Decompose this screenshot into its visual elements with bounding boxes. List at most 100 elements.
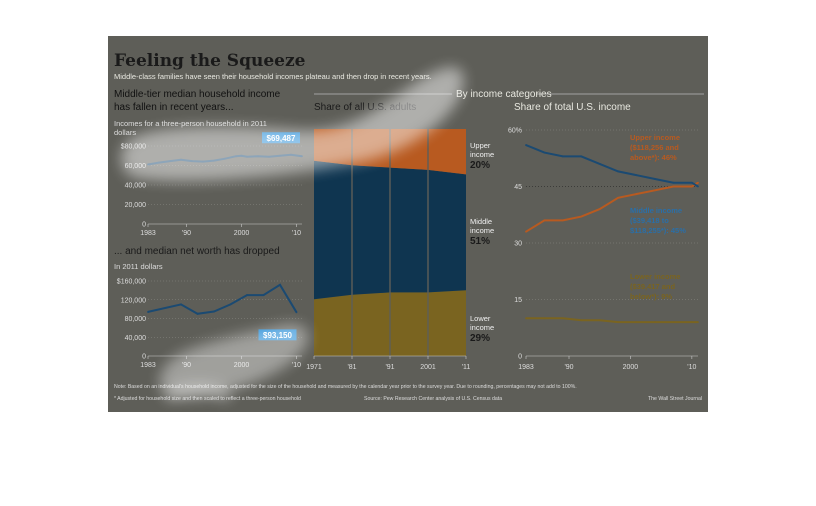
series-label: below*): 9% xyxy=(630,292,672,301)
data-point xyxy=(635,321,638,323)
data-point xyxy=(617,170,620,173)
chart-title: Share of all U.S. adults xyxy=(314,102,416,113)
x-tick-label: 1983 xyxy=(518,364,534,371)
series-label: ($39,417 and xyxy=(630,282,675,291)
y-tick-label: 80,000 xyxy=(125,316,147,323)
x-tick-label: 2000 xyxy=(234,230,250,237)
x-tick-label: '10 xyxy=(292,362,301,369)
data-point xyxy=(635,174,638,177)
data-point xyxy=(654,321,656,323)
data-point xyxy=(196,312,199,315)
x-tick-label: '81 xyxy=(347,364,356,371)
data-point xyxy=(617,196,620,199)
data-point xyxy=(580,215,583,218)
infographic-svg: Feeling the Squeeze Middle-class familie… xyxy=(114,51,704,402)
footer-note: Note: Based on an individual's household… xyxy=(114,384,577,390)
data-point xyxy=(672,321,675,323)
highlight-glow xyxy=(121,67,464,402)
series-label: ($118,256 and xyxy=(630,143,679,152)
data-point xyxy=(561,219,564,222)
data-point xyxy=(525,230,527,233)
data-point xyxy=(543,219,546,222)
y-tick-label: 0 xyxy=(518,354,522,361)
data-point xyxy=(598,319,601,322)
y-tick-label: 15 xyxy=(514,297,522,304)
data-point xyxy=(279,283,281,286)
x-tick-label: 1983 xyxy=(140,230,156,237)
series-line xyxy=(147,283,298,315)
chart-title: ... and median net worth has dropped xyxy=(114,246,280,257)
band-label-sub: income xyxy=(470,150,494,159)
data-point xyxy=(543,151,546,154)
y-tick-label: 45 xyxy=(514,184,522,191)
data-point xyxy=(561,155,564,158)
x-tick-label: 2000 xyxy=(623,364,639,371)
data-point xyxy=(617,321,620,323)
band-label-sub: income xyxy=(470,226,494,235)
data-point xyxy=(147,311,149,313)
chart-subtitle-line1: Incomes for a three-person household in … xyxy=(114,119,267,128)
series-label: above*): 46% xyxy=(630,153,677,162)
section-label: By income categories xyxy=(456,89,552,100)
data-point xyxy=(635,193,638,195)
data-point xyxy=(561,317,564,320)
x-tick-label: '10 xyxy=(292,230,301,237)
footer-credit: The Wall Street Journal xyxy=(648,396,702,402)
glow-stroke xyxy=(164,385,232,402)
y-tick-label: 0 xyxy=(142,222,146,229)
infographic-panel: Feeling the Squeeze Middle-class familie… xyxy=(108,36,708,412)
data-point xyxy=(525,317,527,320)
data-point xyxy=(229,303,232,306)
chart-subtitle-line2: dollars xyxy=(114,128,136,137)
x-tick-label: '10 xyxy=(687,364,696,371)
x-tick-label: '90 xyxy=(564,364,573,371)
data-point xyxy=(654,178,656,180)
y-tick-label: 120,000 xyxy=(121,297,146,304)
data-point xyxy=(213,310,215,313)
data-point xyxy=(525,144,527,146)
series-label: Lower income xyxy=(630,272,680,281)
data-point xyxy=(580,319,583,322)
y-tick-label: 40,000 xyxy=(125,183,147,190)
series-label: Upper income xyxy=(630,133,680,142)
y-tick-label: 60% xyxy=(508,128,522,135)
chart-subtitle: In 2011 dollars xyxy=(114,262,163,271)
data-point xyxy=(690,321,693,323)
data-point xyxy=(690,181,693,184)
data-point xyxy=(690,185,693,188)
data-point xyxy=(697,321,699,323)
data-point xyxy=(697,181,699,184)
page-subtitle: Middle-class families have seen their ho… xyxy=(114,72,432,81)
data-point xyxy=(654,189,656,192)
glow-blob xyxy=(121,67,464,181)
data-point xyxy=(697,185,699,188)
data-point xyxy=(180,303,182,306)
band-label-name: Middle xyxy=(470,217,492,226)
band-label-pct: 29% xyxy=(470,333,490,344)
y-tick-label: 40,000 xyxy=(125,335,147,342)
series-line xyxy=(526,317,698,324)
footer-footnote: * Adjusted for household size and then s… xyxy=(114,396,301,402)
band-label-pct: 20% xyxy=(470,160,490,171)
page-title: Feeling the Squeeze xyxy=(114,51,306,71)
x-tick-label: '11 xyxy=(462,364,471,371)
band-label-name: Upper xyxy=(470,141,491,150)
data-point xyxy=(295,311,298,314)
share-income-chart: Share of total U.S. income 60% 45 30 15 0 198… xyxy=(508,102,699,371)
data-point xyxy=(246,294,248,296)
band-label-pct: 51% xyxy=(470,236,490,247)
data-point xyxy=(672,181,675,184)
x-tick-label: '91 xyxy=(385,364,394,371)
series-label: $118,255*): 45% xyxy=(630,226,686,235)
band-label-sub: income xyxy=(470,323,494,332)
glow-blob xyxy=(159,324,309,399)
data-point xyxy=(262,294,265,296)
chart-title-line1: Middle-tier median household income xyxy=(114,89,281,100)
chart-title-line2: has fallen in recent years... xyxy=(114,102,234,113)
data-point xyxy=(598,163,601,165)
x-tick-label: 1983 xyxy=(140,362,156,369)
data-point xyxy=(543,317,546,320)
x-tick-label: 1971 xyxy=(306,364,322,371)
footer-source: Source: Pew Research Center analysis of … xyxy=(364,396,502,402)
band-label-name: Lower xyxy=(470,314,491,323)
